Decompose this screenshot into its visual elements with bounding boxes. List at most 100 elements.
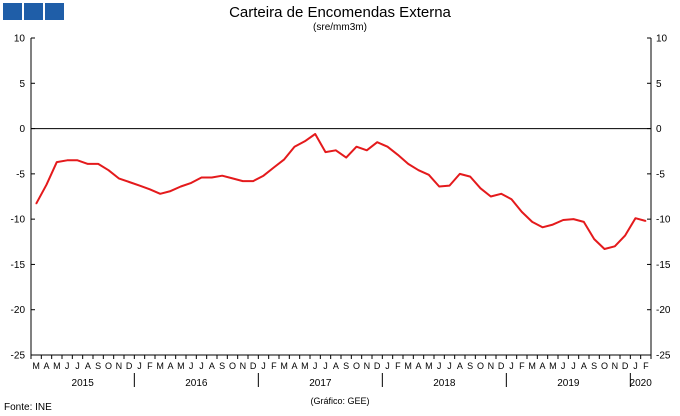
data-point: [180, 185, 182, 188]
month-label: D: [498, 361, 505, 371]
month-label: O: [353, 361, 360, 371]
data-point: [335, 149, 337, 151]
data-point: [624, 234, 626, 237]
year-label: 2018: [433, 378, 456, 389]
data-point: [490, 195, 492, 198]
y-tick-label-right: 10: [656, 34, 668, 45]
y-tick-label-left: -10: [11, 215, 26, 226]
data-point: [45, 184, 48, 186]
data-point: [355, 146, 358, 148]
month-label: O: [601, 361, 608, 371]
month-label: J: [571, 361, 576, 371]
data-point: [262, 175, 265, 177]
month-label: O: [477, 361, 484, 371]
data-point: [273, 166, 275, 169]
data-point: [107, 169, 110, 171]
data-point: [159, 193, 161, 195]
month-label: N: [240, 361, 247, 371]
data-point: [128, 181, 130, 183]
data-point: [603, 248, 606, 250]
data-point: [293, 146, 296, 148]
month-label: M: [549, 361, 557, 371]
y-tick-label-right: -5: [656, 169, 665, 180]
year-label: 2017: [309, 378, 332, 389]
month-label: J: [261, 361, 266, 371]
data-point: [56, 161, 58, 163]
month-label: N: [488, 361, 495, 371]
month-label: M: [32, 361, 40, 371]
month-label: O: [229, 361, 236, 371]
data-point: [645, 220, 647, 222]
month-label: J: [385, 361, 390, 371]
data-point: [386, 146, 389, 148]
y-tick-label-left: -5: [16, 169, 25, 180]
month-label: J: [437, 361, 442, 371]
month-label: N: [364, 361, 371, 371]
month-label: S: [95, 361, 101, 371]
month-label: A: [415, 361, 421, 371]
data-point: [376, 141, 378, 143]
year-label: 2019: [557, 378, 580, 389]
month-label: M: [280, 361, 288, 371]
month-label: M: [177, 361, 185, 371]
y-tick-label-left: 0: [19, 124, 25, 135]
chart-title: Carteira de Encomendas Externa: [229, 4, 451, 21]
month-label: J: [323, 361, 328, 371]
data-point: [407, 163, 409, 165]
data-point: [138, 185, 141, 187]
month-label: D: [622, 361, 629, 371]
month-label: F: [395, 361, 401, 371]
y-tick-label-left: -20: [11, 305, 26, 316]
y-tick-label-left: 10: [14, 34, 26, 45]
month-label: S: [467, 361, 473, 371]
month-label: A: [43, 361, 49, 371]
y-tick-label-right: -15: [656, 260, 671, 271]
month-label: A: [167, 361, 173, 371]
month-label: A: [333, 361, 339, 371]
month-label: A: [85, 361, 91, 371]
month-label: J: [199, 361, 204, 371]
data-point: [479, 187, 482, 189]
data-point: [221, 175, 223, 177]
month-label: M: [425, 361, 433, 371]
data-point: [469, 175, 471, 178]
source-note: Fonte: INE: [4, 402, 52, 413]
y-tick-label-right: -25: [656, 351, 671, 362]
data-point: [510, 198, 513, 200]
month-label: J: [65, 361, 70, 371]
data-point: [97, 163, 99, 165]
data-point: [190, 182, 192, 184]
month-label: N: [116, 361, 123, 371]
year-label: 2020: [630, 378, 653, 389]
ine-logo: [3, 3, 64, 20]
month-label: A: [209, 361, 215, 371]
month-label: J: [561, 361, 566, 371]
data-point: [304, 140, 306, 142]
month-label: D: [374, 361, 381, 371]
data-point: [428, 174, 430, 176]
month-label: M: [301, 361, 309, 371]
data-point: [231, 177, 234, 179]
data-point: [417, 169, 420, 171]
data-point: [448, 185, 451, 187]
month-label: A: [539, 361, 545, 371]
data-point: [593, 238, 595, 240]
month-label: M: [156, 361, 164, 371]
y-tick-label-left: 5: [19, 79, 25, 90]
data-point: [200, 176, 203, 179]
data-point: [541, 226, 544, 228]
month-label: A: [291, 361, 297, 371]
data-point: [459, 173, 461, 175]
logo-square: [3, 3, 22, 20]
data-point: [562, 219, 564, 221]
month-label: J: [447, 361, 452, 371]
logo-square: [24, 3, 43, 20]
month-label: F: [271, 361, 277, 371]
credit-note: (Gráfico: GEE): [310, 396, 370, 406]
data-point: [521, 211, 523, 213]
month-label: O: [105, 361, 112, 371]
month-label: J: [509, 361, 514, 371]
logo-square: [45, 3, 64, 20]
year-label: 2015: [72, 378, 95, 389]
month-label: J: [189, 361, 194, 371]
